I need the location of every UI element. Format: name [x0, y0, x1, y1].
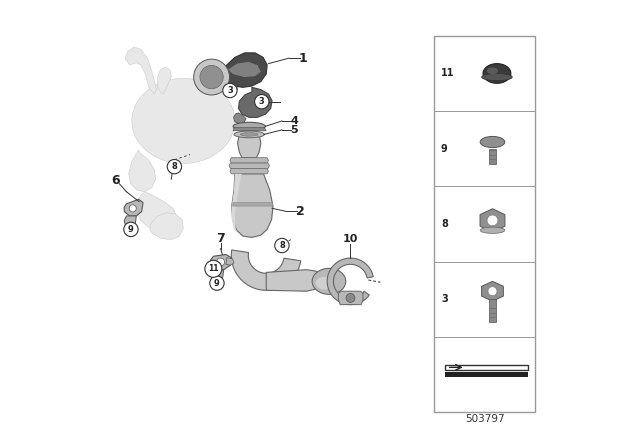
Text: 8: 8 [441, 219, 448, 229]
Text: 9: 9 [128, 225, 134, 234]
Bar [445, 372, 529, 377]
Polygon shape [231, 250, 301, 290]
Polygon shape [124, 216, 136, 228]
Polygon shape [339, 291, 363, 305]
Polygon shape [234, 113, 246, 124]
Polygon shape [233, 128, 266, 131]
Circle shape [124, 222, 138, 237]
Ellipse shape [316, 277, 333, 289]
Circle shape [229, 85, 237, 93]
Polygon shape [228, 62, 261, 77]
Circle shape [275, 238, 289, 253]
Text: 7: 7 [216, 232, 225, 245]
Polygon shape [233, 202, 273, 206]
Circle shape [260, 96, 267, 103]
Text: 11: 11 [208, 264, 219, 273]
Circle shape [488, 287, 497, 296]
Text: 3: 3 [227, 86, 233, 95]
Text: 5: 5 [290, 125, 298, 135]
Polygon shape [480, 209, 505, 232]
Text: 503797: 503797 [465, 414, 505, 424]
Text: 8: 8 [172, 162, 177, 171]
Polygon shape [239, 87, 272, 117]
Text: 6: 6 [111, 174, 120, 188]
Circle shape [194, 59, 230, 95]
Text: 8: 8 [279, 241, 285, 250]
Ellipse shape [480, 227, 505, 233]
Polygon shape [210, 254, 231, 270]
Circle shape [487, 215, 498, 226]
Text: 3: 3 [441, 294, 448, 304]
Text: 3: 3 [259, 97, 264, 106]
Ellipse shape [480, 136, 505, 148]
Polygon shape [266, 270, 324, 291]
Polygon shape [216, 53, 267, 90]
Bar [489, 149, 496, 164]
Polygon shape [124, 199, 143, 216]
Ellipse shape [240, 133, 258, 136]
Bar [435, 36, 535, 412]
Ellipse shape [234, 131, 264, 138]
Ellipse shape [482, 73, 512, 81]
Bar [490, 299, 495, 322]
Polygon shape [445, 365, 529, 370]
Polygon shape [136, 192, 177, 231]
Circle shape [167, 159, 182, 174]
Polygon shape [212, 270, 224, 281]
Polygon shape [230, 158, 269, 163]
Text: 2: 2 [296, 205, 305, 218]
Polygon shape [157, 67, 172, 94]
Ellipse shape [483, 64, 511, 83]
Circle shape [346, 293, 355, 302]
Polygon shape [482, 281, 503, 301]
Text: 9: 9 [441, 144, 448, 154]
Text: 4: 4 [290, 116, 298, 126]
Polygon shape [230, 168, 269, 174]
Polygon shape [237, 134, 261, 158]
Polygon shape [232, 174, 273, 237]
Circle shape [255, 95, 269, 109]
Circle shape [210, 276, 224, 290]
Ellipse shape [312, 268, 346, 294]
Text: 11: 11 [441, 69, 454, 78]
Polygon shape [327, 258, 373, 305]
Text: 1: 1 [299, 52, 308, 65]
Circle shape [223, 83, 237, 98]
Polygon shape [129, 150, 156, 192]
Ellipse shape [487, 67, 498, 74]
Polygon shape [232, 174, 242, 233]
Polygon shape [229, 163, 269, 168]
Text: 10: 10 [343, 234, 358, 244]
Polygon shape [226, 258, 234, 265]
Circle shape [216, 258, 225, 266]
Ellipse shape [233, 122, 266, 130]
Polygon shape [132, 78, 235, 164]
Circle shape [129, 205, 136, 212]
Polygon shape [125, 47, 157, 94]
Polygon shape [150, 213, 184, 240]
Text: 9: 9 [214, 279, 220, 288]
Circle shape [205, 260, 222, 277]
Circle shape [200, 65, 223, 89]
